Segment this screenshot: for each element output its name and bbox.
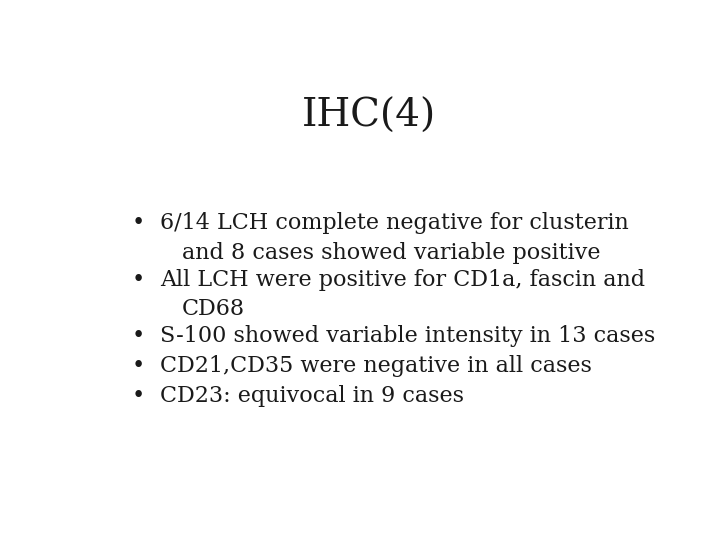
Text: •: • xyxy=(132,212,145,234)
Text: 6/14 LCH complete negative for clusterin: 6/14 LCH complete negative for clusterin xyxy=(160,212,629,234)
Text: CD21,CD35 were negative in all cases: CD21,CD35 were negative in all cases xyxy=(160,355,592,376)
Text: IHC(4): IHC(4) xyxy=(302,98,436,136)
Text: •: • xyxy=(132,268,145,291)
Text: All LCH were positive for CD1a, fascin and: All LCH were positive for CD1a, fascin a… xyxy=(160,268,645,291)
Text: CD68: CD68 xyxy=(182,299,246,320)
Text: •: • xyxy=(132,325,145,347)
Text: •: • xyxy=(132,355,145,376)
Text: •: • xyxy=(132,384,145,407)
Text: S-100 showed variable intensity in 13 cases: S-100 showed variable intensity in 13 ca… xyxy=(160,325,655,347)
Text: CD23: equivocal in 9 cases: CD23: equivocal in 9 cases xyxy=(160,384,464,407)
Text: and 8 cases showed variable positive: and 8 cases showed variable positive xyxy=(182,242,600,265)
